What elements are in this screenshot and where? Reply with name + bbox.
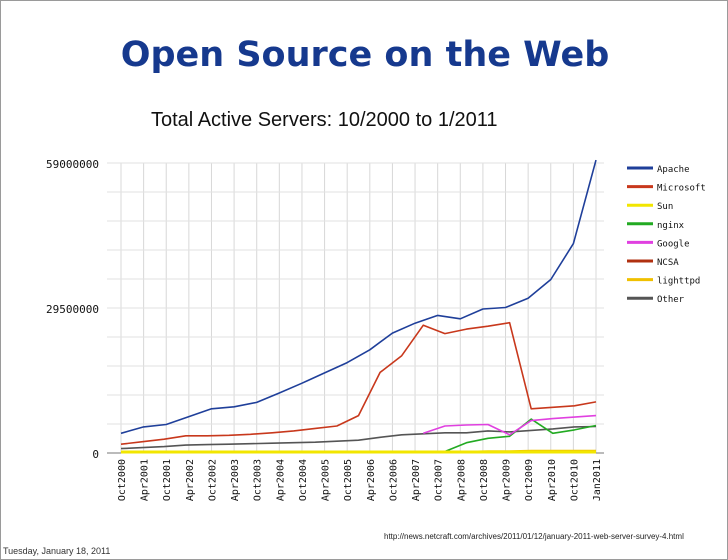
legend-label: NCSA — [657, 258, 679, 268]
source-link[interactable]: http://news.netcraft.com/archives/2011/0… — [384, 532, 684, 541]
series-line-google — [423, 414, 597, 436]
y-tick-label: 0 — [92, 448, 99, 461]
server-share-chart: 0 29500000 59000000 Oct2000 Apr2001 Oct2001 A… — [46, 158, 706, 501]
series-lines — [120, 159, 597, 454]
plot-background — [107, 161, 604, 453]
x-tick-label: Oct2002 — [207, 459, 218, 501]
y-tick-label: 59000000 — [46, 158, 99, 171]
x-tick-label: Apr2002 — [185, 459, 196, 501]
x-tick-label: Apr2004 — [275, 459, 286, 501]
x-tick-label: Oct2003 — [253, 459, 264, 501]
legend-label: Sun — [657, 202, 673, 212]
x-axis: Oct2000 Apr2001 Oct2001 Apr2002 Oct2002 Apr20… — [117, 459, 603, 501]
slide-title: Open Source on the Web — [120, 35, 610, 75]
legend-label: nginx — [657, 221, 685, 231]
x-tick-label: Oct2008 — [479, 459, 490, 501]
series-line-microsoft — [120, 321, 597, 445]
x-tick-label: Apr2001 — [140, 459, 151, 501]
legend: Apache Microsoft Sun nginx Google NCSA lighttp… — [627, 165, 706, 305]
x-tick-label: Oct2005 — [343, 459, 354, 501]
x-tick-label: Oct2001 — [162, 459, 173, 501]
x-tick-label: Apr2010 — [547, 459, 558, 501]
x-tick-label: Oct2004 — [298, 459, 309, 501]
x-tick-label: Apr2005 — [321, 459, 332, 501]
legend-label: Other — [657, 295, 685, 305]
series-line-nginx — [423, 418, 597, 454]
x-tick-label: Apr2003 — [230, 459, 241, 501]
footer-date: Tuesday, January 18, 2011 — [3, 546, 111, 556]
x-tick-label: Oct2009 — [524, 459, 535, 501]
legend-label: Microsoft — [657, 184, 706, 194]
grid — [107, 162, 604, 454]
series-line-apache — [120, 159, 597, 435]
x-tick-label: Oct2006 — [388, 459, 399, 501]
x-tick-label: Oct2010 — [569, 459, 580, 501]
slide-subtitle: Total Active Servers: 10/2000 to 1/2011 — [151, 109, 498, 131]
x-tick-label: Oct2007 — [434, 459, 445, 501]
legend-label: Google — [657, 239, 690, 249]
x-tick-label: Apr2009 — [502, 459, 513, 501]
legend-label: lighttpd — [657, 277, 700, 287]
x-tick-label: Apr2006 — [366, 459, 377, 501]
x-tick-label: Oct2000 — [117, 459, 128, 501]
x-tick-label: Apr2008 — [456, 459, 467, 501]
y-axis: 0 29500000 59000000 — [46, 158, 99, 461]
y-tick-label: 29500000 — [46, 303, 99, 316]
x-tick-label: Jan2011 — [592, 459, 603, 501]
legend-label: Apache — [657, 165, 690, 175]
x-tick-label: Apr2007 — [411, 459, 422, 501]
